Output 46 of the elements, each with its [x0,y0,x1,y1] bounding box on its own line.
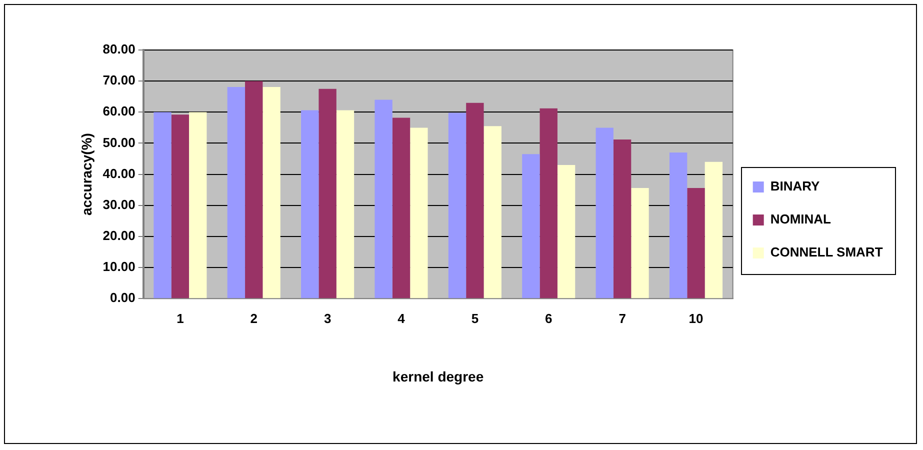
x-tick-label: 10 [688,310,704,326]
x-tick-label: 4 [398,310,406,326]
y-tick-label: 80.00 [102,42,136,57]
legend-label: BINARY [770,178,820,194]
x-tick-label: 3 [324,310,332,326]
y-tick-label: 50.00 [102,134,136,150]
x-axis-title: kernel degree [392,368,484,384]
y-tick-label: 0.00 [110,290,136,306]
bar [596,128,614,298]
bar [687,188,705,298]
bar [410,128,428,298]
bar [631,188,649,298]
y-axis-title: accuracy(%) [78,133,94,216]
bar [704,162,723,298]
bar [669,152,688,298]
bar [522,154,540,298]
bar [227,86,246,298]
legend-label: CONNELL SMART [770,244,883,260]
bar [448,112,466,298]
bar [245,81,263,298]
bar [262,86,280,298]
bar [301,110,319,298]
bar [484,126,502,298]
y-tick-label: 60.00 [102,104,136,119]
x-tick-label: 2 [250,310,258,326]
y-tick-label: 40.00 [102,166,136,181]
y-tick-label: 70.00 [102,72,136,88]
bar [154,112,172,298]
legend-label: NOMINAL [770,212,832,227]
bar [466,102,484,298]
bar [171,114,190,298]
bar [540,108,558,298]
bar [557,164,576,298]
bar [613,139,632,298]
bar [336,110,354,298]
y-tick-label: 10.00 [102,259,136,274]
x-tick-label: 6 [545,310,552,326]
x-tick-label: 7 [618,310,626,326]
x-tick-label: 1 [176,310,184,326]
bar [318,88,336,298]
x-tick-label: 5 [471,310,479,326]
bar [392,118,410,298]
bar [189,112,207,298]
y-tick-label: 30.00 [102,196,136,212]
bar [374,100,392,298]
y-tick-label: 20.00 [102,228,136,244]
